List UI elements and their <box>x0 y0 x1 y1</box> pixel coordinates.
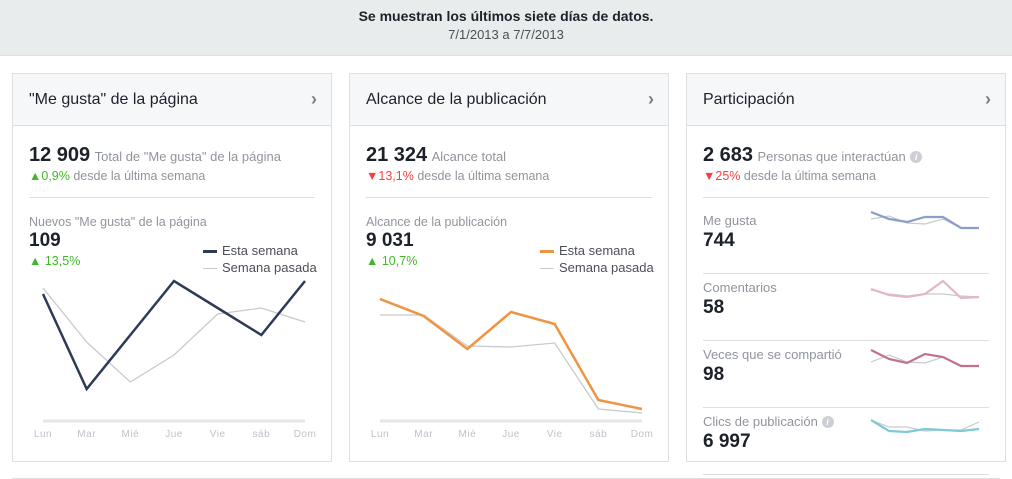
total-label: Total de "Me gusta" de la página <box>94 149 281 164</box>
info-icon[interactable]: i <box>821 416 834 428</box>
x-tick-label: Vie <box>547 429 563 440</box>
sub-value: 9 031 <box>366 230 414 251</box>
x-tick-label: Mar <box>414 429 433 440</box>
metric-label: Me gusta <box>703 213 756 228</box>
legend-last-week: Semana pasada <box>222 260 317 275</box>
metric-label: Clics de publicación i <box>703 414 834 429</box>
chevron-right-icon[interactable]: › <box>985 89 991 109</box>
x-tick-label: Dom <box>631 429 654 440</box>
sparkline <box>870 279 980 300</box>
metric-label-text: Comentarios <box>703 280 777 295</box>
total-value: 12 909 <box>29 144 91 166</box>
series-this-week-line <box>41 279 306 392</box>
engagement-panel: Participación › 2 683 Personas que inter… <box>686 73 1006 475</box>
x-tick-label: sáb <box>253 429 271 440</box>
post-reach-header[interactable]: Alcance de la publicación › <box>350 74 668 126</box>
sub-value: 109 <box>29 230 61 251</box>
legend-this-week: Esta semana <box>222 243 298 258</box>
sub-change: 13,5% <box>44 254 81 268</box>
down-arrow-icon: ▼ <box>703 169 716 183</box>
panel-title: Participación <box>703 91 795 108</box>
page-likes-panel: "Me gusta" de la página › 12 909 Total d… <box>12 73 332 462</box>
x-tick-label: Mar <box>77 429 96 440</box>
x-tick-label: Lun <box>34 429 52 440</box>
engagement-header[interactable]: Participación › <box>687 74 1005 126</box>
metric-label-text: Veces que se compartió <box>703 347 842 362</box>
new-likes-chart: Lun Mar Mié Jue Vie sáb Dom <box>34 279 317 440</box>
chart-legend: Esta semana Semana pasada <box>203 242 317 276</box>
x-tick-label: Jue <box>165 429 183 440</box>
sub-label: Nuevos "Me gusta" de la página <box>29 215 207 229</box>
down-arrow-icon: ▼ <box>366 169 379 183</box>
total-label: Personas que interactúan <box>757 149 906 164</box>
metric-label-text: Clics de publicación <box>703 414 818 429</box>
metric-value: 58 <box>703 297 725 318</box>
legend-this-week: Esta semana <box>559 243 635 258</box>
date-range-banner: Se muestran los últimos siete días de da… <box>0 0 1012 56</box>
engagement-row[interactable]: Comentarios 58 <box>703 274 989 341</box>
total-value: 21 324 <box>366 144 428 166</box>
sparkline-this-week <box>870 279 980 300</box>
up-arrow-icon: ▲ <box>29 169 42 183</box>
banner-title: Se muestran los últimos siete días de da… <box>358 8 654 24</box>
metric-value: 98 <box>703 364 725 385</box>
x-tick-label: Dom <box>294 429 317 440</box>
x-tick-label: Mié <box>459 429 477 440</box>
series-this-week-line <box>379 297 643 411</box>
metric-value: 6 997 <box>703 431 751 452</box>
sparkline-last-week <box>870 354 979 367</box>
engagement-row[interactable]: Veces que se compartió 98 <box>703 341 989 408</box>
panel-title: "Me gusta" de la página <box>29 91 198 108</box>
up-arrow-icon: ▲ <box>29 254 42 268</box>
chevron-right-icon[interactable]: › <box>648 89 654 109</box>
sub-change: 10,7% <box>381 254 418 268</box>
sparkline <box>870 349 979 368</box>
post-reach-panel: Alcance de la publicación › 21 324 Alcan… <box>349 73 669 462</box>
series-last-week-line <box>42 287 306 383</box>
panel-title: Alcance de la publicación <box>366 91 547 108</box>
metric-label: Comentarios <box>703 280 777 295</box>
x-tick-label: Mié <box>122 429 140 440</box>
chevron-right-icon[interactable]: › <box>311 89 317 109</box>
sparkline-this-week <box>870 349 979 368</box>
change-label: desde la última semana <box>743 169 876 183</box>
x-tick-label: sáb <box>590 429 608 440</box>
engagement-row[interactable]: Clics de publicación i 6 997 <box>703 408 989 475</box>
total-value: 2 683 <box>703 144 754 166</box>
series-last-week-line <box>380 314 643 414</box>
sparkline-this-week <box>870 210 979 230</box>
change-label: desde la última semana <box>73 169 206 183</box>
up-arrow-icon: ▲ <box>366 254 379 268</box>
total-label: Alcance total <box>431 149 507 164</box>
change-label: desde la última semana <box>417 169 550 183</box>
sparkline-this-week <box>870 419 980 434</box>
sparkline <box>870 210 979 230</box>
legend-last-week: Semana pasada <box>559 260 654 275</box>
engagement-row[interactable]: Me gusta 744 <box>703 207 989 274</box>
metric-label-text: Me gusta <box>703 213 757 228</box>
metric-label: Veces que se compartió <box>703 347 842 362</box>
chart-legend: Esta semana Semana pasada <box>540 242 654 276</box>
x-tick-label: Lun <box>371 429 389 440</box>
metric-value: 744 <box>703 230 735 251</box>
x-tick-label: Jue <box>502 429 520 440</box>
change-value: 13,1% <box>378 169 414 183</box>
change-value: 0,9% <box>41 169 70 183</box>
page-likes-header[interactable]: "Me gusta" de la página › <box>13 74 331 126</box>
sparkline <box>870 419 980 434</box>
post-reach-chart: Lun Mar Mié Jue Vie sáb Dom <box>371 297 654 440</box>
info-icon[interactable]: i <box>910 151 923 163</box>
x-tick-label: Vie <box>210 429 226 440</box>
banner-range: 7/1/2013 a 7/7/2013 <box>448 27 564 42</box>
sub-label: Alcance de la publicación <box>366 215 508 229</box>
change-value: 25% <box>715 169 741 183</box>
